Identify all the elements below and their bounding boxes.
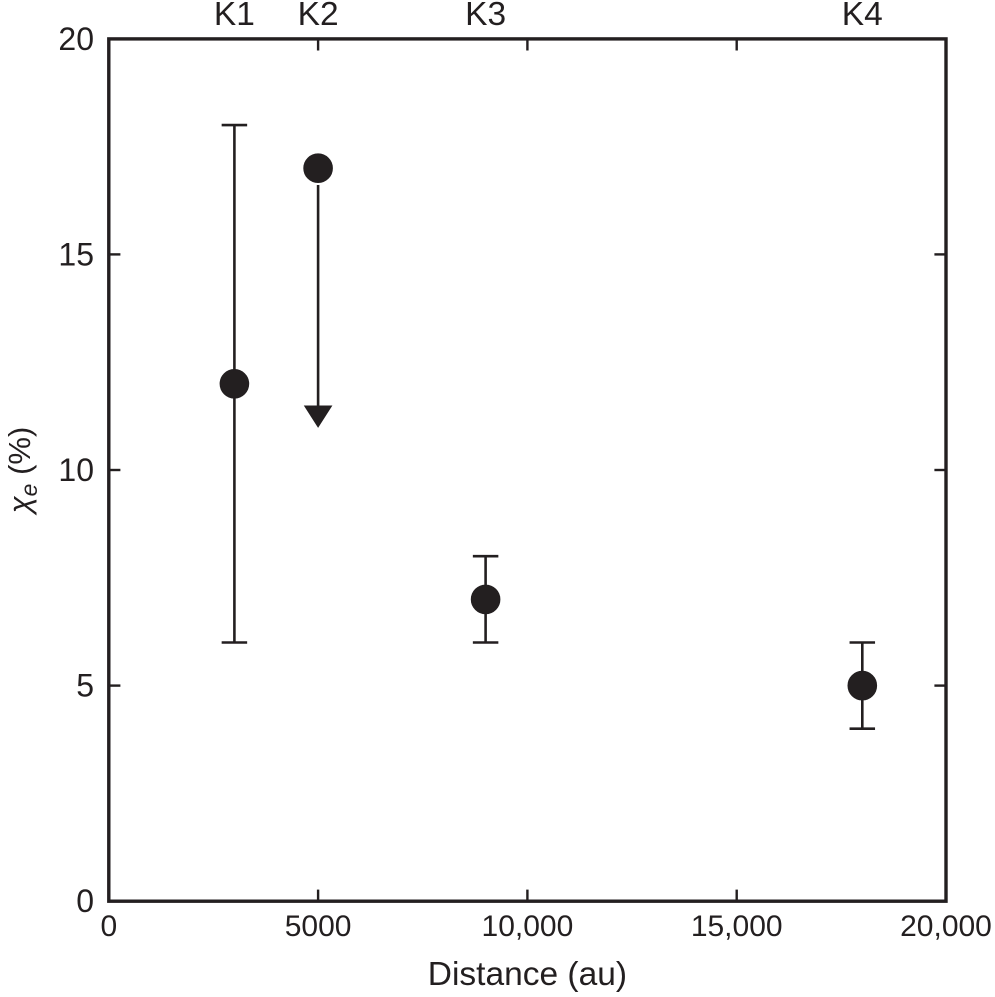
svg-text:10,000: 10,000: [482, 910, 574, 943]
svg-text:0: 0: [100, 910, 117, 943]
svg-text:5000: 5000: [285, 910, 352, 943]
svg-text:K2: K2: [298, 0, 339, 33]
svg-text:20,000: 20,000: [900, 910, 992, 943]
svg-text:K4: K4: [842, 0, 883, 33]
svg-text:15,000: 15,000: [691, 910, 783, 943]
svg-text:10: 10: [58, 452, 94, 488]
svg-text:0: 0: [76, 883, 94, 919]
svg-text:K1: K1: [214, 0, 255, 33]
svg-text:χe (%): χe (%): [2, 427, 42, 517]
svg-text:20: 20: [58, 21, 94, 57]
svg-text:Distance (au): Distance (au): [428, 956, 627, 993]
svg-text:K3: K3: [465, 0, 506, 33]
svg-text:5: 5: [76, 668, 94, 704]
svg-text:15: 15: [58, 237, 94, 273]
